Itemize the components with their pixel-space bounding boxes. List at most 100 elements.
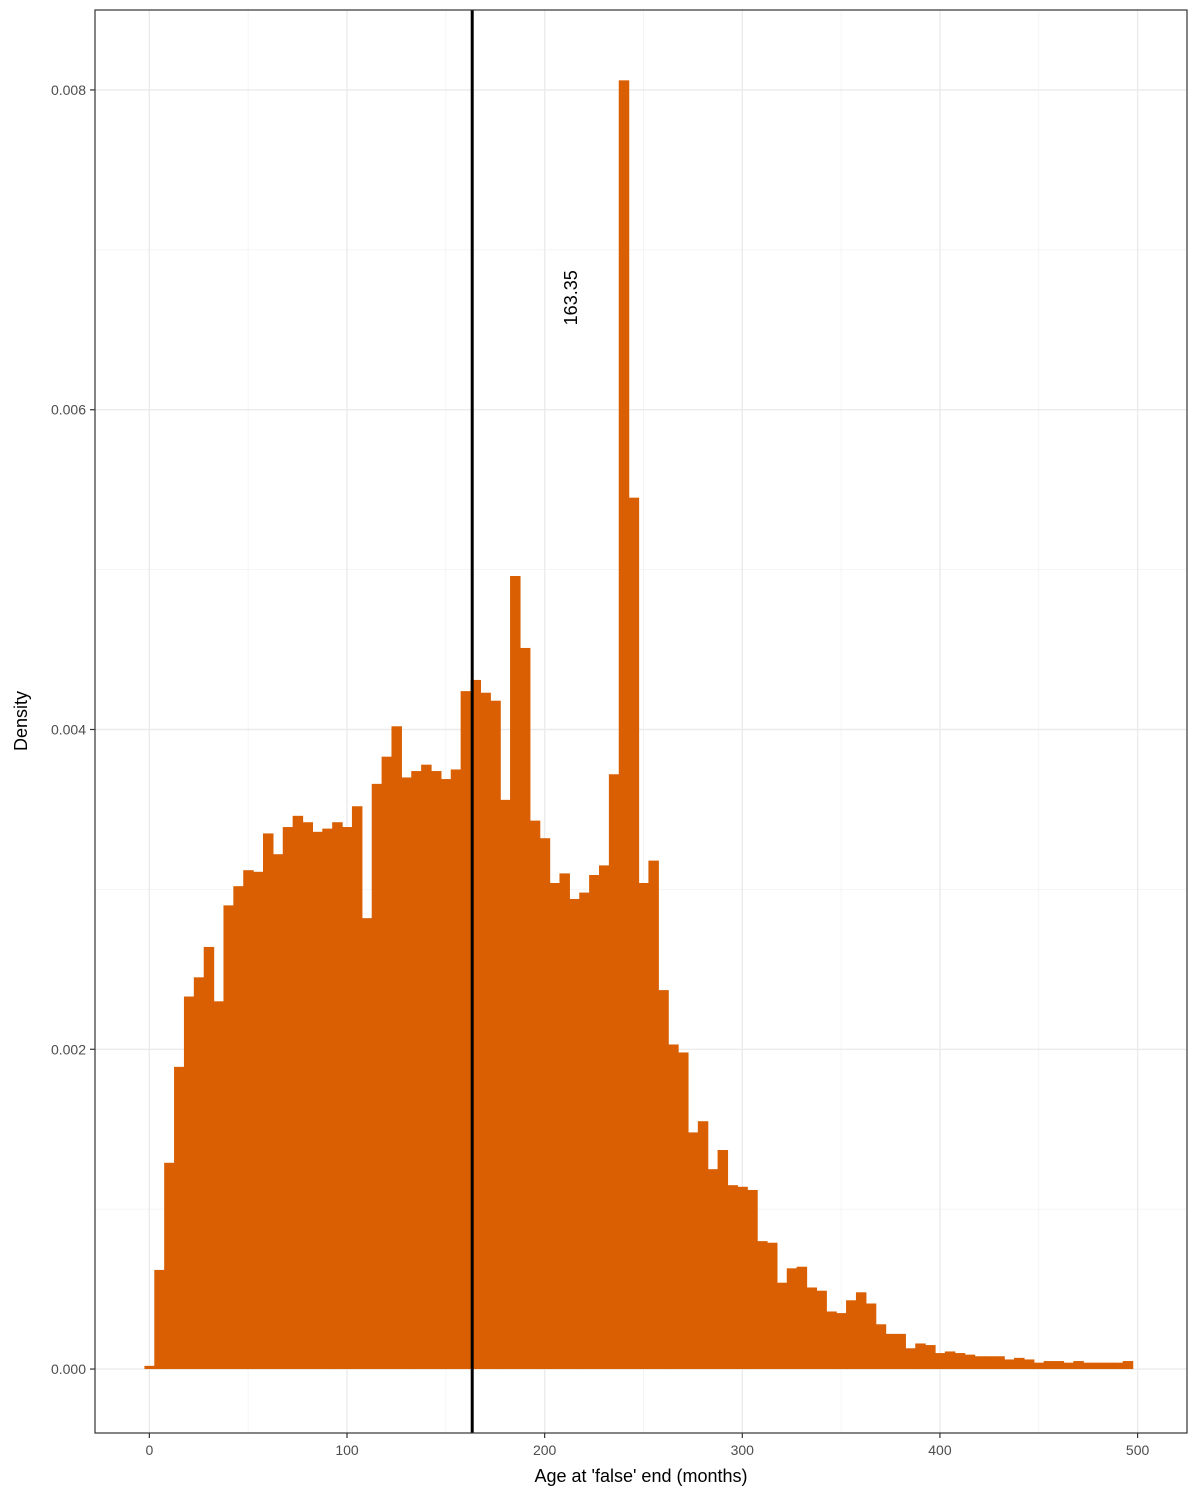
histogram-bar <box>1083 1362 1094 1370</box>
histogram-bar <box>460 691 472 1370</box>
histogram-bar <box>154 1269 165 1370</box>
histogram-bar <box>332 822 343 1370</box>
histogram-bar <box>174 1066 185 1370</box>
y-axis-title: Density <box>11 691 31 751</box>
histogram-bar <box>450 769 462 1370</box>
histogram-bar <box>421 764 432 1370</box>
histogram-bar <box>292 815 304 1370</box>
histogram-bar <box>826 1311 837 1370</box>
histogram-bar <box>915 1343 926 1370</box>
histogram-bar <box>213 1001 225 1370</box>
histogram-bar <box>401 777 412 1370</box>
histogram-bar <box>895 1333 906 1370</box>
histogram-bar <box>1023 1359 1035 1370</box>
histogram-bar <box>539 838 551 1370</box>
histogram-bar <box>371 783 383 1370</box>
histogram-bar <box>717 1149 729 1370</box>
histogram-bar <box>263 833 274 1370</box>
x-tick-label: 400 <box>928 1442 952 1458</box>
histogram-bar <box>786 1268 798 1370</box>
histogram-bar <box>658 990 669 1370</box>
histogram-bar <box>361 918 373 1370</box>
x-axis-ticks: 0 100 200 300 400 500 <box>145 1433 1149 1458</box>
histogram-bar <box>757 1241 768 1370</box>
histogram-bar <box>628 497 640 1370</box>
histogram-bar <box>480 692 491 1370</box>
x-axis-title: Age at 'false' end (months) <box>535 1466 748 1486</box>
histogram-bar <box>391 726 402 1370</box>
histogram-bar <box>351 806 363 1370</box>
histogram-bar <box>272 854 284 1370</box>
histogram-bar <box>1063 1362 1074 1370</box>
histogram-bar <box>529 820 541 1370</box>
histogram-bar <box>618 80 630 1370</box>
histogram-bar <box>776 1282 788 1370</box>
histogram-bar <box>549 882 561 1370</box>
y-axis-ticks: 0.000 0.002 0.004 0.006 0.008 <box>51 82 95 1377</box>
x-tick-label: 0 <box>145 1442 153 1458</box>
histogram-bar <box>954 1353 966 1370</box>
histogram-bar <box>599 865 610 1370</box>
histogram-bar <box>944 1351 956 1370</box>
histogram-bar <box>846 1300 857 1370</box>
histogram-bar <box>1103 1362 1114 1370</box>
histogram-bar <box>193 977 205 1370</box>
histogram-bar <box>282 827 294 1370</box>
histogram-bar <box>490 700 501 1370</box>
histogram-bar <box>1122 1361 1134 1370</box>
histogram-bar <box>885 1333 897 1370</box>
histogram-bar <box>687 1132 699 1370</box>
histogram-bar <box>697 1121 709 1370</box>
histogram-bar <box>1093 1362 1104 1370</box>
histogram-bar <box>559 873 570 1370</box>
histogram-bar <box>668 1044 679 1370</box>
histogram-bar <box>648 860 659 1370</box>
histogram-bar <box>381 756 393 1370</box>
histogram-bar <box>796 1266 808 1370</box>
histogram-bar <box>1112 1362 1124 1370</box>
histogram-bar <box>727 1185 738 1370</box>
histogram-bar <box>312 831 323 1370</box>
histogram-bar <box>707 1169 719 1370</box>
histogram-bar <box>510 576 521 1370</box>
histogram-bar <box>302 822 314 1370</box>
histogram-bar <box>994 1356 1005 1370</box>
y-tick-label: 0.004 <box>51 721 86 737</box>
histogram-bar <box>984 1356 995 1370</box>
histogram-bar <box>678 1052 689 1370</box>
histogram-bar <box>342 827 353 1370</box>
histogram-bar <box>243 870 254 1370</box>
y-tick-label: 0.000 <box>51 1361 86 1377</box>
histogram-bar <box>440 779 452 1370</box>
histogram-bar <box>875 1324 887 1370</box>
histogram-bar <box>164 1162 175 1370</box>
histogram-bar <box>589 874 600 1370</box>
histogram-bar <box>855 1292 867 1370</box>
mean-line-label: 163.35 <box>561 270 581 325</box>
x-tick-label: 500 <box>1126 1442 1150 1458</box>
histogram-bar <box>806 1287 818 1370</box>
histogram-bar <box>579 892 590 1370</box>
x-tick-label: 100 <box>335 1442 359 1458</box>
histogram-bar <box>144 1365 155 1370</box>
histogram-bar <box>183 996 195 1370</box>
histogram-bar <box>1014 1357 1025 1370</box>
histogram-bar <box>203 946 215 1370</box>
x-tick-label: 300 <box>731 1442 755 1458</box>
histogram-bar <box>905 1348 916 1370</box>
histogram-bar <box>974 1356 986 1370</box>
histogram-bar <box>737 1186 748 1370</box>
histogram-bar <box>519 647 531 1370</box>
histogram-bar <box>223 905 234 1370</box>
histogram-bar <box>500 799 511 1370</box>
histogram-bar <box>569 898 580 1370</box>
mean-line-layer: 163.35 <box>470 10 581 1433</box>
histogram-bar <box>411 771 422 1370</box>
histogram-bar <box>925 1345 936 1370</box>
histogram-bar <box>836 1313 847 1370</box>
histogram-bars <box>144 80 1134 1370</box>
y-tick-label: 0.006 <box>51 402 86 418</box>
histogram-bar <box>470 679 482 1370</box>
histogram-bar <box>322 828 333 1370</box>
histogram-bar <box>638 882 650 1370</box>
